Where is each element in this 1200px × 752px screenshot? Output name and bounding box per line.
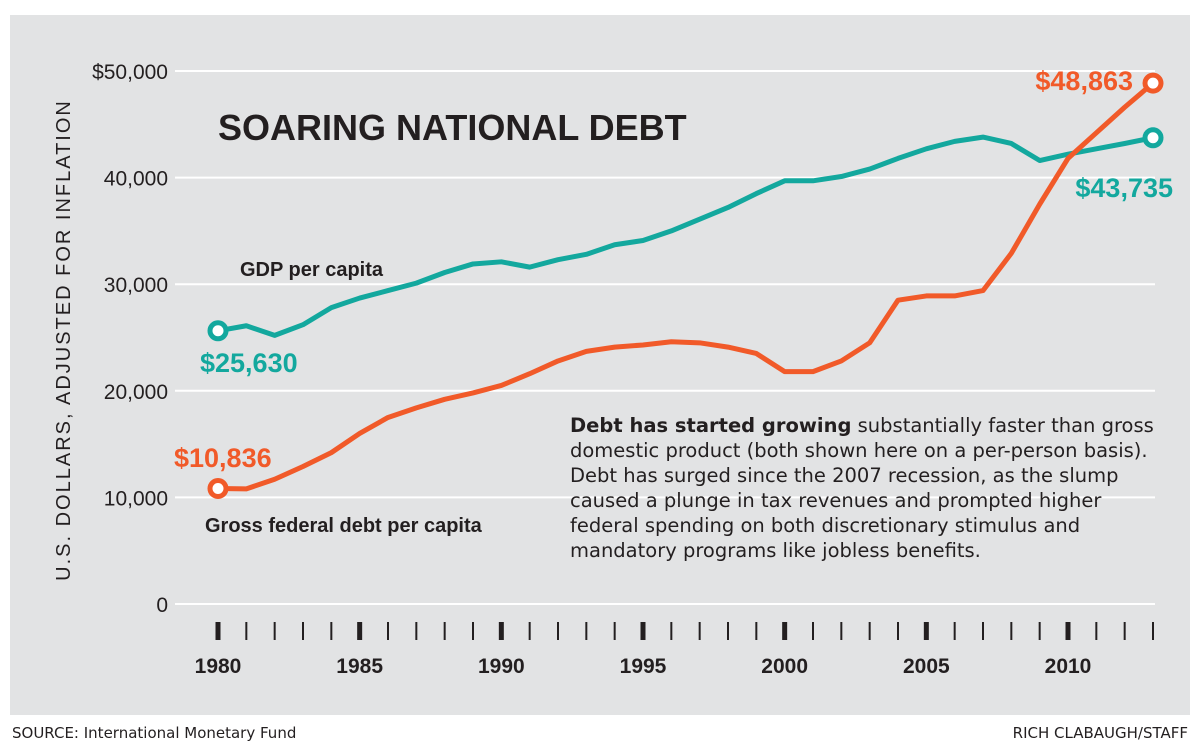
x-tick-label: 1985 bbox=[336, 655, 383, 678]
data-point-marker bbox=[1142, 127, 1164, 149]
series-line-debt bbox=[217, 81, 1155, 492]
y-tick-label: 40,000 bbox=[104, 168, 168, 191]
x-tick-label: 1990 bbox=[478, 655, 525, 678]
end-value-label: $43,735 bbox=[1075, 173, 1173, 203]
note-bold: Debt has started growing bbox=[570, 414, 852, 437]
end-value-label: $48,863 bbox=[1035, 66, 1133, 96]
data-point-marker bbox=[207, 320, 229, 342]
y-tick-label: 0 bbox=[156, 594, 168, 617]
data-point-marker bbox=[1142, 72, 1164, 94]
y-axis-label: U.S. DOLLARS, ADJUSTED FOR INFLATION bbox=[53, 99, 75, 581]
data-point-marker bbox=[207, 477, 229, 499]
series-label: GDP per capita bbox=[240, 259, 384, 281]
chart-panel bbox=[10, 15, 1190, 715]
series-line-gdp bbox=[217, 134, 1154, 338]
staff-credit: RICH CLABAUGH/STAFF bbox=[1012, 724, 1188, 742]
chart-title: SOARING NATIONAL DEBT bbox=[218, 107, 687, 148]
annotation-note: Debt has started growing substantially f… bbox=[570, 413, 1170, 563]
note-text: substantially faster than gross domestic… bbox=[570, 414, 1154, 562]
source-credit: SOURCE: International Monetary Fund bbox=[12, 724, 297, 742]
start-value-label: $25,630 bbox=[200, 348, 298, 378]
series-label: Gross federal debt per capita bbox=[205, 515, 483, 537]
y-tick-label: 20,000 bbox=[104, 381, 168, 404]
x-tick-label: 1980 bbox=[195, 655, 242, 678]
y-tick-label: 30,000 bbox=[104, 274, 168, 297]
x-tick-label: 2010 bbox=[1045, 655, 1092, 678]
start-value-label: $10,836 bbox=[174, 443, 272, 473]
y-tick-label: 10,000 bbox=[104, 487, 168, 510]
x-tick-label: 2000 bbox=[761, 655, 808, 678]
x-tick-label: 1995 bbox=[620, 655, 667, 678]
y-tick-label: $50,000 bbox=[92, 61, 168, 84]
x-tick-label: 2005 bbox=[903, 655, 950, 678]
